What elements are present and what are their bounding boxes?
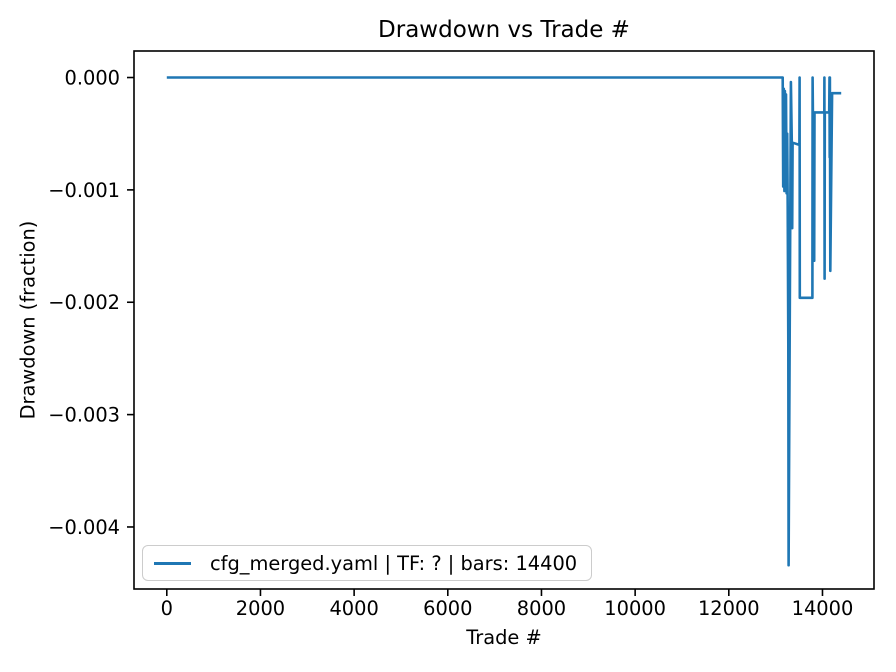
x-tick-label: 14000 [792, 597, 854, 620]
legend-line-sample [154, 561, 191, 565]
x-tick-label: 12000 [698, 597, 760, 620]
x-tick-label: 2000 [236, 597, 285, 620]
x-tick-label: 10000 [604, 597, 666, 620]
x-axis-label: Trade # [466, 626, 542, 649]
x-tick-label: 4000 [329, 597, 378, 620]
x-tick-label: 6000 [423, 597, 472, 620]
x-tick-label: 0 [161, 597, 173, 620]
legend-label: cfg_merged.yaml | TF: ? | bars: 14400 [210, 551, 578, 575]
y-tick-label: −0.001 [48, 179, 120, 202]
y-tick-label: −0.003 [48, 404, 120, 427]
y-tick-label: −0.004 [48, 516, 120, 539]
data-line [166, 76, 842, 567]
y-tick-label: 0.000 [64, 67, 120, 90]
plot-border [133, 50, 875, 590]
x-tick-label: 8000 [517, 597, 566, 620]
legend: cfg_merged.yaml | TF: ? | bars: 14400 [142, 545, 593, 581]
chart-title: Drawdown vs Trade # [378, 17, 630, 43]
y-tick-label: −0.002 [48, 291, 120, 314]
